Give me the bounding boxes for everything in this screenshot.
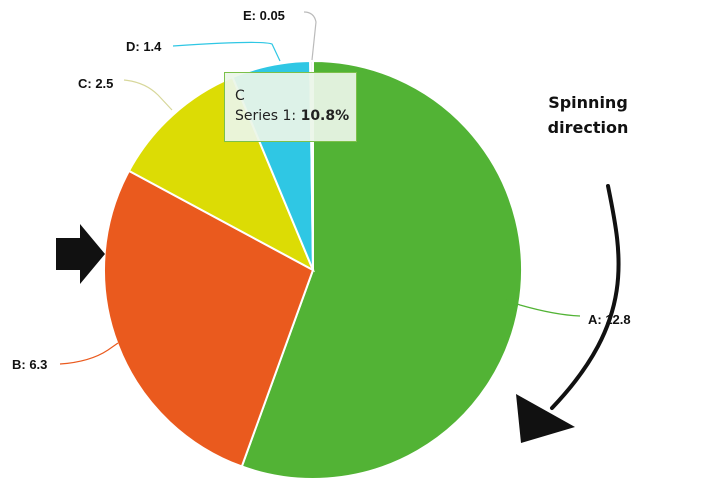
- slice-label-c: C: 2.5: [78, 76, 113, 91]
- pie-slices: [103, 59, 523, 480]
- annotation-line-2: direction: [548, 118, 629, 137]
- slice-label-d: D: 1.4: [126, 39, 162, 54]
- spin-arrow-curve: [550, 184, 621, 410]
- tooltip-percent: 10.8%: [300, 108, 350, 124]
- leader-line-b: [59, 342, 119, 365]
- leader-line-d: [172, 41, 281, 62]
- tooltip: C Series 1: 10.8%: [224, 72, 357, 142]
- tooltip-category: C: [235, 88, 245, 104]
- tooltip-series-label: Series 1:: [235, 108, 301, 124]
- spin-arrow-head: [516, 394, 575, 443]
- pie-slice-b[interactable]: [103, 169, 315, 468]
- leader-line-e: [303, 11, 317, 61]
- leader-lines: [59, 11, 581, 365]
- pointer-arrow: [56, 224, 105, 284]
- annotation-line-1: Spinning: [548, 93, 628, 112]
- leader-line-a: [505, 299, 581, 317]
- slice-labels: A: 12.8B: 6.3C: 2.5D: 1.4E: 0.05: [12, 8, 631, 372]
- slice-label-e: E: 0.05: [243, 8, 285, 23]
- slice-label-b: B: 6.3: [12, 357, 47, 372]
- pie-slice-a[interactable]: [240, 59, 523, 480]
- tooltip-value-row: Series 1: 10.8%: [235, 106, 356, 126]
- leader-line-c: [123, 79, 173, 111]
